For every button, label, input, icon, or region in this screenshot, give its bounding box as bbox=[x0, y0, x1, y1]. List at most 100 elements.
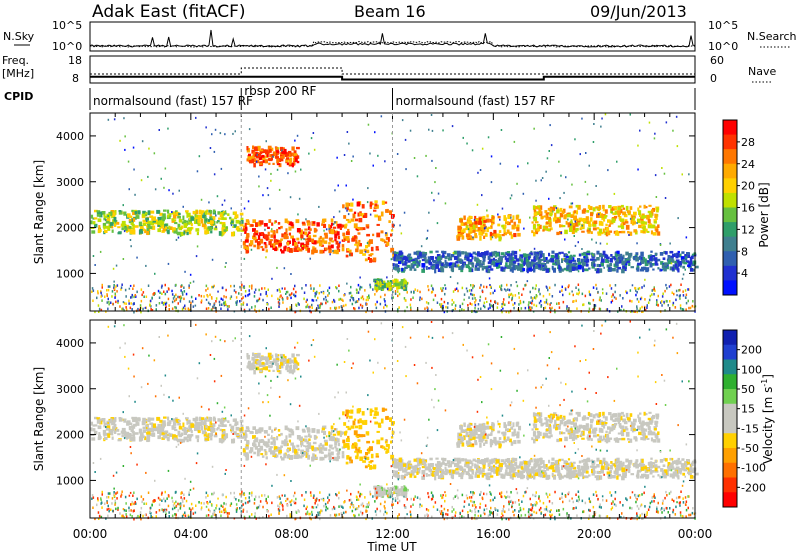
power-scatter-cell bbox=[121, 227, 124, 231]
velocity-scatter-cell bbox=[190, 423, 195, 428]
power-scatter-cell bbox=[511, 250, 515, 255]
velocity-scatter-cell bbox=[312, 441, 317, 445]
power-scatter-cell bbox=[512, 260, 517, 264]
power-noise-cell bbox=[321, 302, 323, 306]
power-noise-cell bbox=[335, 306, 338, 310]
power-noise-cell bbox=[325, 301, 327, 305]
power-noise-cell bbox=[522, 287, 525, 291]
power-noise-cell bbox=[442, 287, 444, 290]
velocity-scatter-cell bbox=[646, 421, 650, 427]
power-noise-cell bbox=[409, 129, 412, 132]
power-noise-cell bbox=[359, 303, 362, 307]
power-scatter-cell bbox=[556, 259, 560, 264]
power-noise-cell bbox=[562, 300, 565, 304]
power-scatter-cell bbox=[306, 222, 311, 226]
power-scatter-cell bbox=[357, 241, 360, 246]
velocity-scatter-cell bbox=[292, 445, 296, 449]
power-scatter-cell bbox=[259, 162, 263, 166]
power-noise-cell bbox=[177, 302, 179, 305]
power-scatter-cell bbox=[281, 155, 285, 159]
power-scatter-cell bbox=[147, 224, 151, 228]
power-noise-cell bbox=[430, 291, 433, 294]
power-scatter-cell bbox=[265, 245, 268, 248]
power-noise-cell bbox=[154, 272, 156, 275]
power-noise-cell bbox=[637, 287, 640, 291]
power-noise-cell bbox=[481, 147, 484, 150]
power-noise-cell bbox=[334, 307, 337, 311]
velocity-scatter-cell bbox=[590, 419, 594, 424]
power-noise-cell bbox=[258, 297, 261, 301]
power-scatter-cell bbox=[542, 225, 546, 231]
power-noise-cell bbox=[305, 305, 307, 309]
velocity-scatter-cell bbox=[272, 369, 275, 372]
power-noise-cell bbox=[328, 292, 330, 295]
power-noise-cell bbox=[246, 303, 248, 306]
velocity-scatter-cell bbox=[618, 423, 622, 428]
power-noise-cell bbox=[303, 238, 305, 240]
velocity-scatter-cell bbox=[157, 423, 162, 428]
power-scatter-cell bbox=[392, 279, 395, 283]
velocity-scatter-cell bbox=[474, 442, 478, 446]
power-noise-cell bbox=[317, 296, 319, 300]
power-noise-cell bbox=[532, 286, 534, 290]
power-noise-cell bbox=[483, 301, 486, 305]
power-scatter-cell bbox=[457, 229, 461, 234]
power-scatter-cell bbox=[582, 267, 585, 273]
power-noise-cell bbox=[312, 289, 315, 292]
power-scatter-cell bbox=[467, 252, 472, 258]
velocity-scatter-cell bbox=[491, 430, 494, 433]
velocity-scatter-cell bbox=[366, 433, 370, 436]
velocity-scatter-cell bbox=[513, 428, 516, 434]
power-scatter-cell bbox=[313, 227, 317, 233]
velocity-scatter-cell bbox=[164, 433, 168, 437]
velocity-scatter-cell bbox=[294, 449, 298, 454]
power-scatter-cell bbox=[644, 206, 648, 209]
power-scatter-cell bbox=[511, 268, 514, 273]
y-tick-label: 3000 bbox=[56, 176, 84, 189]
power-scatter-cell bbox=[386, 241, 390, 246]
power-scatter-cell bbox=[121, 220, 126, 225]
power-scatter-cell bbox=[324, 234, 328, 239]
power-noise-cell bbox=[542, 294, 545, 298]
power-scatter-cell bbox=[337, 223, 341, 229]
velocity-scatter-cell bbox=[550, 415, 554, 420]
power-noise-cell bbox=[608, 267, 611, 270]
velocity-scatter-cell bbox=[254, 438, 259, 443]
power-noise-cell bbox=[257, 299, 260, 302]
power-scatter-cell bbox=[600, 262, 605, 266]
velocity-scatter-cell bbox=[262, 365, 266, 370]
power-scatter-cell bbox=[283, 148, 287, 154]
velocity-scatter-cell bbox=[576, 417, 579, 422]
power-noise-cell bbox=[285, 293, 287, 295]
power-scatter-cell bbox=[97, 211, 101, 214]
power-noise-cell bbox=[577, 270, 580, 273]
power-scatter-cell bbox=[605, 259, 608, 264]
power-noise-cell bbox=[559, 290, 561, 293]
power-noise-cell bbox=[641, 310, 643, 313]
power-scatter-cell bbox=[389, 210, 393, 215]
power-noise-cell bbox=[342, 299, 344, 302]
power-scatter-cell bbox=[137, 210, 141, 215]
power-scatter-cell bbox=[271, 155, 274, 161]
nsky-trace bbox=[89, 29, 696, 48]
velocity-scatter-cell bbox=[99, 418, 102, 421]
power-noise-cell bbox=[584, 180, 587, 183]
power-scatter-cell bbox=[616, 210, 621, 213]
power-noise-cell bbox=[522, 300, 525, 304]
power-scatter-cell bbox=[582, 218, 586, 223]
power-noise-cell bbox=[681, 308, 684, 311]
power-noise-cell bbox=[105, 219, 107, 221]
power-scatter-cell bbox=[257, 235, 261, 240]
velocity-scatter-cell bbox=[513, 440, 517, 445]
power-scatter-cell bbox=[375, 248, 380, 251]
power-noise-cell bbox=[334, 221, 336, 224]
power-noise-cell bbox=[558, 302, 560, 305]
power-scatter-cell bbox=[581, 252, 585, 256]
power-scatter-cell bbox=[657, 224, 660, 229]
power-scatter-layer bbox=[90, 113, 699, 314]
power-scatter-cell bbox=[585, 263, 589, 267]
power-noise-cell bbox=[339, 297, 342, 301]
power-scatter-cell bbox=[663, 250, 666, 254]
power-scatter-cell bbox=[682, 265, 686, 269]
power-scatter-cell bbox=[307, 226, 311, 231]
